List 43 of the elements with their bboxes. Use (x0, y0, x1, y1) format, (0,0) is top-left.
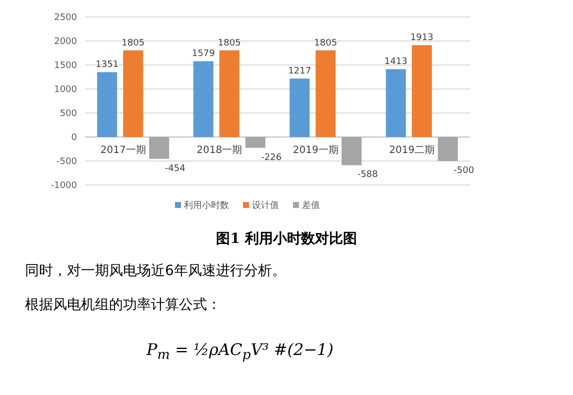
data-label: 1805 (314, 38, 338, 48)
data-label: -226 (261, 152, 282, 163)
text: 图1 利用小时数对比图 (215, 230, 358, 248)
legend-label: 差值 (302, 200, 320, 211)
data-label: 1805 (122, 38, 145, 48)
text: 根据风电机组的功率计算公式： (25, 296, 221, 314)
bar (386, 69, 406, 137)
bar (245, 137, 266, 148)
y-tick-label: 500 (60, 109, 78, 119)
x-tick-label: 2019二期 (389, 144, 435, 156)
data-label: 1413 (384, 57, 408, 68)
bar (290, 78, 310, 137)
data-label: -588 (357, 170, 378, 180)
y-tick-label: 1500 (54, 61, 78, 71)
bar (412, 45, 432, 137)
x-tick-label: 2018一期 (196, 144, 242, 156)
y-tick-label: 0 (71, 133, 78, 143)
data-label: -454 (164, 164, 186, 174)
legend-label: 设计值 (252, 200, 279, 211)
data-label: 1351 (96, 60, 119, 70)
text: 同时，对一期风电场近6年风速进行分析。 (25, 262, 286, 280)
data-label: 1805 (218, 38, 241, 48)
y-tick-label: -1000 (50, 181, 78, 191)
y-tick-label: 2000 (54, 37, 78, 47)
bar (219, 50, 240, 137)
bar (149, 137, 170, 159)
bar (316, 50, 336, 137)
data-label: 1217 (288, 66, 312, 77)
bar (193, 61, 214, 137)
y-tick-label: -500 (56, 157, 78, 167)
text: P$_{m}$ = ½ρAC$_{p}$V³ #(2−1) (145, 340, 334, 364)
legend-label: 利用小时数 (184, 200, 229, 211)
bar (438, 137, 458, 161)
data-label: 1913 (410, 33, 434, 44)
x-tick-label: 2019一期 (292, 144, 338, 156)
y-tick-label: 2500 (54, 13, 78, 23)
bar (97, 72, 118, 137)
data-label: -500 (454, 166, 474, 176)
y-tick-label: 1000 (54, 85, 78, 95)
bar (123, 50, 144, 137)
data-label: 1579 (192, 49, 216, 60)
x-tick-label: 2017一期 (100, 144, 146, 156)
bar (342, 137, 362, 166)
